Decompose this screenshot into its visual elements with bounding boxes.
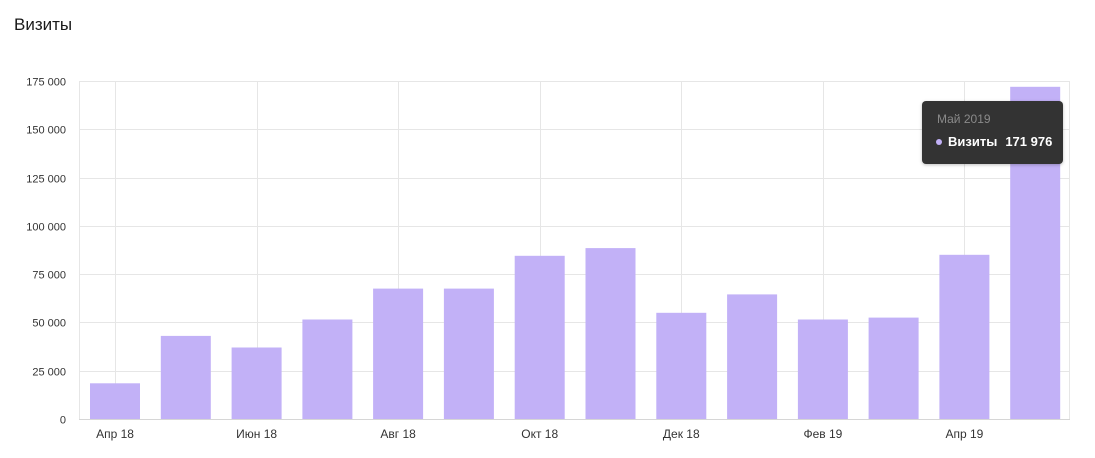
y-tick-label: 125 000 <box>26 174 66 186</box>
bar-сен-18[interactable] <box>443 288 494 419</box>
y-tick-label: 150 000 <box>26 125 66 137</box>
chart-title: Визиты <box>14 15 73 34</box>
bar-май-18[interactable] <box>160 335 211 419</box>
bar-апр-18[interactable] <box>90 383 140 419</box>
bars <box>90 86 1061 420</box>
y-tick-label: 175 000 <box>26 77 66 89</box>
y-tick-label: 100 000 <box>26 222 66 234</box>
x-tick-label: Авг 18 <box>380 427 416 441</box>
bar-окт-18[interactable] <box>514 255 565 419</box>
y-tick-label: 0 <box>60 415 66 427</box>
tooltip-series-dot-icon <box>936 138 942 145</box>
x-tick-label: Фев 19 <box>803 427 842 441</box>
x-axis: Апр 18 Июн 18 Авг 18 Окт 18 Дек 18 Фев 19 Апр … <box>96 427 984 441</box>
y-axis: 0 25 000 50 000 75 000 100 000 125 000 150 000… <box>26 77 66 427</box>
x-tick-label: Апр 18 <box>96 427 134 441</box>
bar-дек-18[interactable] <box>656 312 707 419</box>
tooltip-row: Визиты 171 976 <box>936 134 1052 149</box>
bar-ноя-18[interactable] <box>585 248 636 419</box>
bar-авг-18[interactable] <box>373 288 424 419</box>
bar-июл-18[interactable] <box>302 319 353 420</box>
y-tick-label: 50 000 <box>32 318 66 330</box>
bar-фев-19[interactable] <box>797 319 848 420</box>
chart-tooltip: Май 2019 Визиты 171 976 <box>922 101 1063 164</box>
x-tick-label: Апр 19 <box>945 427 983 441</box>
x-tick-label: Окт 18 <box>521 427 558 441</box>
bar-янв-19[interactable] <box>727 294 778 419</box>
bar-мар-19[interactable] <box>868 317 919 419</box>
tooltip-value: 171 976 <box>1005 134 1053 149</box>
tooltip-series-label: Визиты <box>948 134 998 149</box>
x-tick-label: Июн 18 <box>236 427 277 441</box>
y-tick-label: 25 000 <box>32 367 66 379</box>
y-tick-label: 75 000 <box>32 270 66 282</box>
x-tick-label: Дек 18 <box>663 427 700 441</box>
bar-июн-18[interactable] <box>231 347 282 420</box>
bar-апр-19[interactable] <box>939 254 990 419</box>
tooltip-date: Май 2019 <box>937 112 991 126</box>
